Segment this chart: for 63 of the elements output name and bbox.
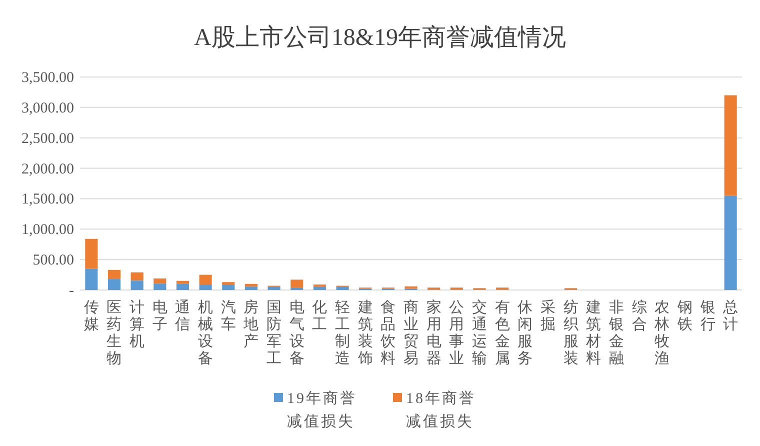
bar: [724, 196, 737, 290]
x-tick-label: 国防军工: [266, 300, 282, 367]
bar: [154, 283, 166, 290]
bar: [108, 279, 121, 290]
x-tick-label: 汽车: [220, 299, 236, 333]
bar: [222, 284, 235, 290]
bar: [244, 284, 258, 286]
x-tick-label: 电气设备: [289, 299, 304, 367]
x-tick-label: 钢铁: [676, 300, 692, 333]
x-tick-label: 有色金属: [494, 299, 510, 367]
x-tick-label: 医药生物: [106, 300, 122, 367]
bar: [313, 286, 326, 290]
y-tick-label: 2,500.00: [22, 130, 74, 147]
x-tick-label: 建筑材料: [585, 299, 602, 367]
x-tick-label: 公用事业: [449, 299, 464, 367]
x-tick-label: 交通运输: [472, 299, 487, 367]
x-tick-label: 采掘: [540, 299, 556, 333]
x-tick-label: 农林牧渔: [654, 300, 670, 367]
bar: [268, 286, 280, 290]
x-tick-label: 银行: [699, 300, 716, 333]
bar: [176, 280, 189, 284]
chart-title: A股上市公司18&19年商誉减值情况: [194, 24, 566, 51]
x-tick-label: 通信: [175, 299, 190, 333]
x-tick-label: 综合: [632, 299, 647, 333]
bar: [176, 284, 189, 290]
x-tick-label: 机械设备: [198, 299, 214, 367]
bar: [404, 286, 418, 289]
x-tick-label: 轻工制造: [335, 299, 350, 367]
x-tick-label: 房地产: [242, 299, 259, 350]
x-tick-label: 家用电器: [426, 299, 442, 367]
y-tick-label: 3,500.00: [22, 70, 74, 86]
bar: [199, 274, 212, 285]
x-tick-label: 非银金融: [608, 299, 624, 367]
x-tick-label: 化工: [312, 299, 328, 333]
y-tick-label: 2,000.00: [22, 161, 74, 178]
x-tick-label: 总计: [722, 299, 738, 333]
y-tick-label: 1,000.00: [22, 222, 74, 238]
bar: [130, 272, 144, 280]
bar: [85, 238, 98, 269]
bar: [154, 278, 166, 284]
legend-label: 18年商誉减值损失: [406, 390, 477, 432]
x-tick-label: 商业贸易: [404, 299, 418, 367]
bar: [85, 268, 98, 290]
bar: [336, 286, 349, 290]
bar: [244, 286, 258, 290]
x-tick-label: 计算机: [130, 299, 145, 350]
x-tick-label: 休闲服务: [518, 300, 533, 367]
y-tick-label: 3,000.00: [22, 100, 74, 116]
bar: [108, 270, 121, 280]
bar: [199, 284, 212, 290]
y-tick-label: -: [69, 283, 74, 299]
y-tick-label: 1,500.00: [22, 192, 74, 208]
x-tick-label: 传媒: [84, 300, 99, 333]
legend-label: 19年商誉减值损失: [287, 390, 358, 432]
x-tick-label: 食品饮料: [380, 299, 396, 367]
y-tick-label: 500.00: [32, 252, 74, 269]
bar: [290, 280, 304, 288]
bar: [724, 95, 737, 196]
bar: [222, 282, 235, 285]
x-tick-label: 电子: [152, 299, 168, 333]
x-tick-label: 纺织服装: [563, 299, 578, 367]
bar: [130, 280, 144, 290]
x-tick-label: 建筑装饰: [356, 299, 373, 367]
